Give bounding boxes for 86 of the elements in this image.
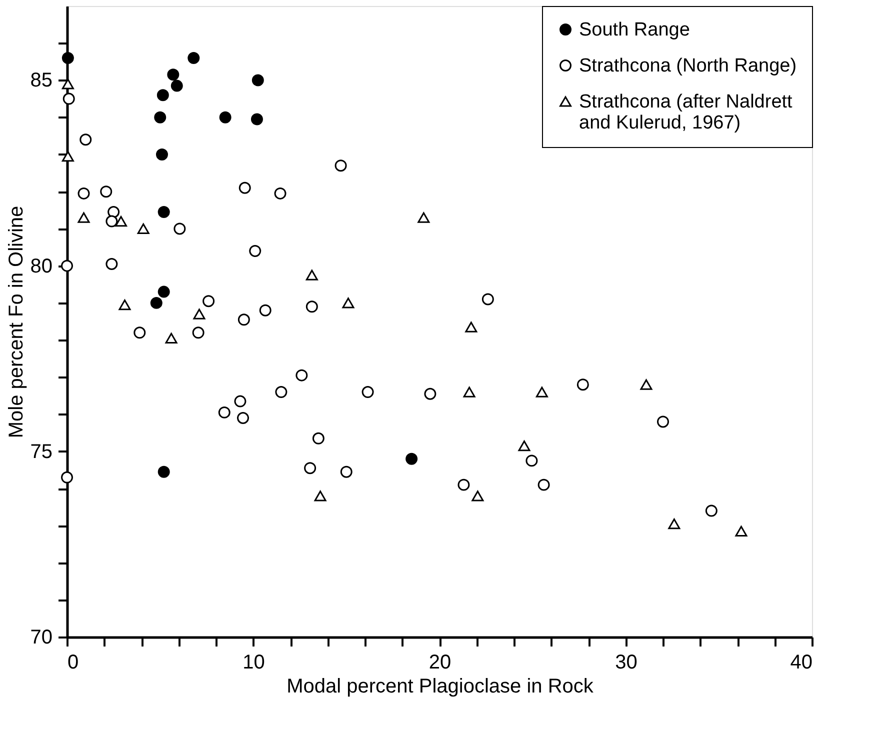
y-tick-label: 80 [30, 255, 52, 278]
point [193, 308, 206, 320]
point [576, 378, 589, 391]
point [482, 293, 494, 306]
x-tick-label: 40 [790, 652, 812, 674]
point [100, 186, 112, 198]
point [334, 160, 347, 172]
point [202, 295, 215, 308]
point [735, 526, 748, 537]
point [62, 78, 74, 90]
x-tick-label: 10 [242, 652, 265, 674]
point [188, 52, 200, 64]
point [304, 462, 316, 474]
point [150, 296, 162, 309]
point [249, 244, 262, 257]
point [526, 454, 538, 467]
point [62, 92, 75, 105]
point [170, 80, 183, 92]
point [156, 89, 169, 102]
point [238, 182, 251, 194]
point [252, 74, 264, 86]
point [165, 332, 178, 344]
legend-label: Strathcona (North Range) [579, 56, 797, 76]
x-tick-label: 0 [68, 652, 79, 674]
point [238, 314, 250, 326]
point [62, 52, 74, 64]
point [296, 369, 308, 382]
x-tick-label: 20 [428, 652, 452, 674]
point [78, 212, 90, 223]
point [424, 388, 436, 400]
point [275, 386, 288, 398]
point [158, 286, 170, 298]
point [640, 379, 652, 390]
point [61, 471, 73, 484]
point [538, 478, 550, 491]
legend-label: Strathcona (after Naldrett and Kulerud, 1967) [579, 92, 794, 134]
point [472, 490, 484, 502]
point [158, 206, 170, 218]
point [106, 258, 118, 270]
point [657, 416, 669, 428]
point [118, 300, 131, 310]
point [274, 187, 286, 200]
y-tick-label: 75 [30, 440, 52, 463]
point [705, 504, 718, 517]
point [306, 270, 318, 280]
point [314, 490, 326, 502]
point [108, 206, 120, 218]
y-axis-title: Mole percent Fo in Olivine [5, 206, 28, 438]
point [78, 187, 90, 200]
point [362, 386, 374, 398]
point [174, 222, 186, 235]
point [61, 260, 73, 272]
legend-label: South Range [579, 20, 690, 40]
x-tick-label: 30 [615, 652, 638, 674]
point [250, 113, 263, 126]
point [458, 478, 470, 491]
point [62, 151, 74, 162]
point [536, 386, 548, 398]
point [465, 322, 478, 332]
point [158, 466, 170, 478]
point [418, 212, 430, 223]
point [406, 452, 418, 465]
point [154, 111, 166, 124]
y-tick-label: 70 [30, 626, 52, 648]
point [518, 440, 530, 452]
point [137, 223, 150, 234]
point [134, 326, 146, 339]
point [115, 216, 128, 227]
point [259, 304, 272, 316]
point [306, 300, 318, 313]
y-tick-label: 85 [30, 70, 52, 92]
point [106, 215, 118, 228]
point [668, 518, 680, 530]
point [342, 298, 354, 308]
point [237, 412, 249, 424]
point [234, 395, 246, 408]
point [340, 466, 352, 478]
point [463, 386, 476, 398]
point [167, 68, 180, 81]
point [312, 432, 324, 444]
point [218, 406, 230, 418]
x-axis-title: Modal percent Plagioclase in Rock [286, 676, 594, 698]
point [192, 326, 204, 339]
point [219, 111, 232, 124]
point [156, 148, 168, 160]
point [80, 134, 92, 146]
